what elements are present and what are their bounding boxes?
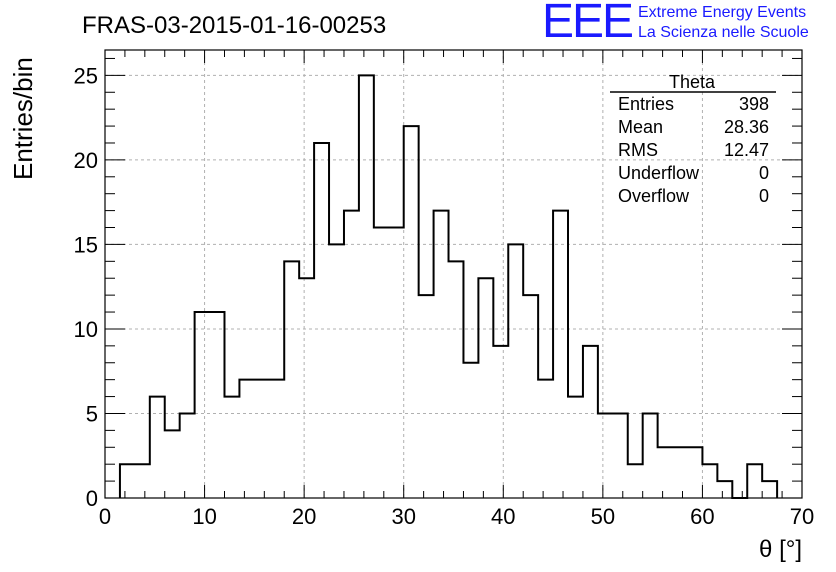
histogram-bin	[583, 346, 598, 498]
histogram-bin	[254, 380, 269, 498]
histogram-bin	[299, 278, 314, 498]
histogram-bin	[598, 413, 613, 498]
stats-row-label: RMS	[618, 140, 658, 160]
y-tick-label: 5	[86, 401, 98, 426]
histogram-bin	[508, 244, 523, 498]
logo-tagline-2: La Scienza nelle Scuole	[638, 24, 809, 41]
histogram-bin	[374, 228, 389, 498]
histogram-bin	[389, 228, 404, 498]
histogram-bin	[224, 397, 239, 498]
histogram-bin	[762, 481, 777, 498]
histogram-series	[118, 74, 779, 499]
stats-row-value: 0	[759, 163, 769, 183]
x-tick-label: 60	[690, 504, 714, 529]
histogram-bin	[239, 380, 254, 498]
histogram-bin	[643, 413, 658, 498]
stats-box-title: Theta	[669, 72, 716, 92]
x-tick-label: 0	[99, 504, 111, 529]
stats-row-value: 0	[759, 186, 769, 206]
histogram-bin	[344, 211, 359, 498]
x-tick-label: 40	[491, 504, 515, 529]
histogram-bin	[523, 295, 538, 498]
histogram-bin	[702, 464, 717, 498]
histogram-bin	[165, 430, 180, 498]
axis-ticks	[104, 50, 803, 499]
x-axis-label: θ [°]	[759, 536, 802, 563]
histogram-bin	[314, 143, 329, 498]
histogram-bin	[717, 481, 732, 498]
x-tick-label: 20	[292, 504, 316, 529]
x-tick-label: 10	[192, 504, 216, 529]
x-tick-label: 50	[591, 504, 615, 529]
histogram-bin	[120, 464, 135, 498]
histogram-bin	[628, 464, 643, 498]
histogram-bin	[687, 447, 702, 498]
histogram-bin	[359, 75, 374, 498]
chart-title: FRAS-03-2015-01-16-00253	[82, 12, 386, 39]
histogram-bin	[538, 380, 553, 498]
histogram-bin	[568, 397, 583, 498]
stats-row-label: Mean	[618, 117, 663, 137]
stats-row-value: 28.36	[724, 117, 769, 137]
eee-logo-mark: EEE	[542, 0, 634, 48]
histogram-bin	[195, 312, 210, 498]
stats-row-value: 12.47	[724, 140, 769, 160]
y-axis-label: Entries/bin	[8, 57, 38, 180]
histogram-bin	[329, 244, 344, 498]
stats-row-label: Overflow	[618, 186, 690, 206]
histogram-bin	[284, 261, 299, 498]
histogram-bin	[404, 126, 419, 498]
histogram-bin	[210, 312, 225, 498]
histogram-bin	[493, 346, 508, 498]
stats-row-label: Underflow	[618, 163, 700, 183]
histogram-bin	[135, 464, 150, 498]
y-tick-label: 15	[74, 232, 98, 257]
grid-lines	[105, 50, 802, 498]
stats-box-rows: Entries 398 Mean 28.36 RMS 12.47 Underflow 0 Ove…	[618, 94, 769, 206]
y-tick-label: 25	[74, 63, 98, 88]
x-tick-label: 70	[790, 504, 814, 529]
histogram-bin	[478, 278, 493, 498]
tick-labels: 0 10 20 30 40 50 60 70 0 5 10 15 20 25	[74, 63, 815, 529]
stats-row-value: 398	[739, 94, 769, 114]
histogram-bin	[553, 211, 568, 498]
x-tick-label: 30	[391, 504, 415, 529]
stats-box: Theta Entries 398 Mean 28.36 RMS 12.47 Underfl…	[610, 72, 776, 206]
y-tick-label: 0	[86, 486, 98, 511]
histogram-bin	[613, 413, 628, 498]
stats-row-label: Entries	[618, 94, 674, 114]
histogram-bin	[658, 447, 673, 498]
histogram-bin	[463, 363, 478, 498]
histogram-bin	[419, 295, 434, 498]
histogram-bin	[269, 380, 284, 498]
logo-tagline-1: Extreme Energy Events	[638, 4, 807, 21]
histogram-bin	[180, 413, 195, 498]
histogram-bin	[434, 211, 449, 498]
histogram-bin	[673, 447, 688, 498]
histogram-bin	[747, 464, 762, 498]
histogram-bin	[150, 397, 165, 498]
histogram-outline	[118, 74, 779, 499]
y-tick-label: 10	[74, 317, 98, 342]
plot-frame	[104, 49, 803, 499]
histogram-bin	[449, 261, 464, 498]
eee-logo: EEE Extreme Energy Events La Scienza nel…	[542, 0, 836, 48]
y-tick-label: 20	[74, 148, 98, 173]
